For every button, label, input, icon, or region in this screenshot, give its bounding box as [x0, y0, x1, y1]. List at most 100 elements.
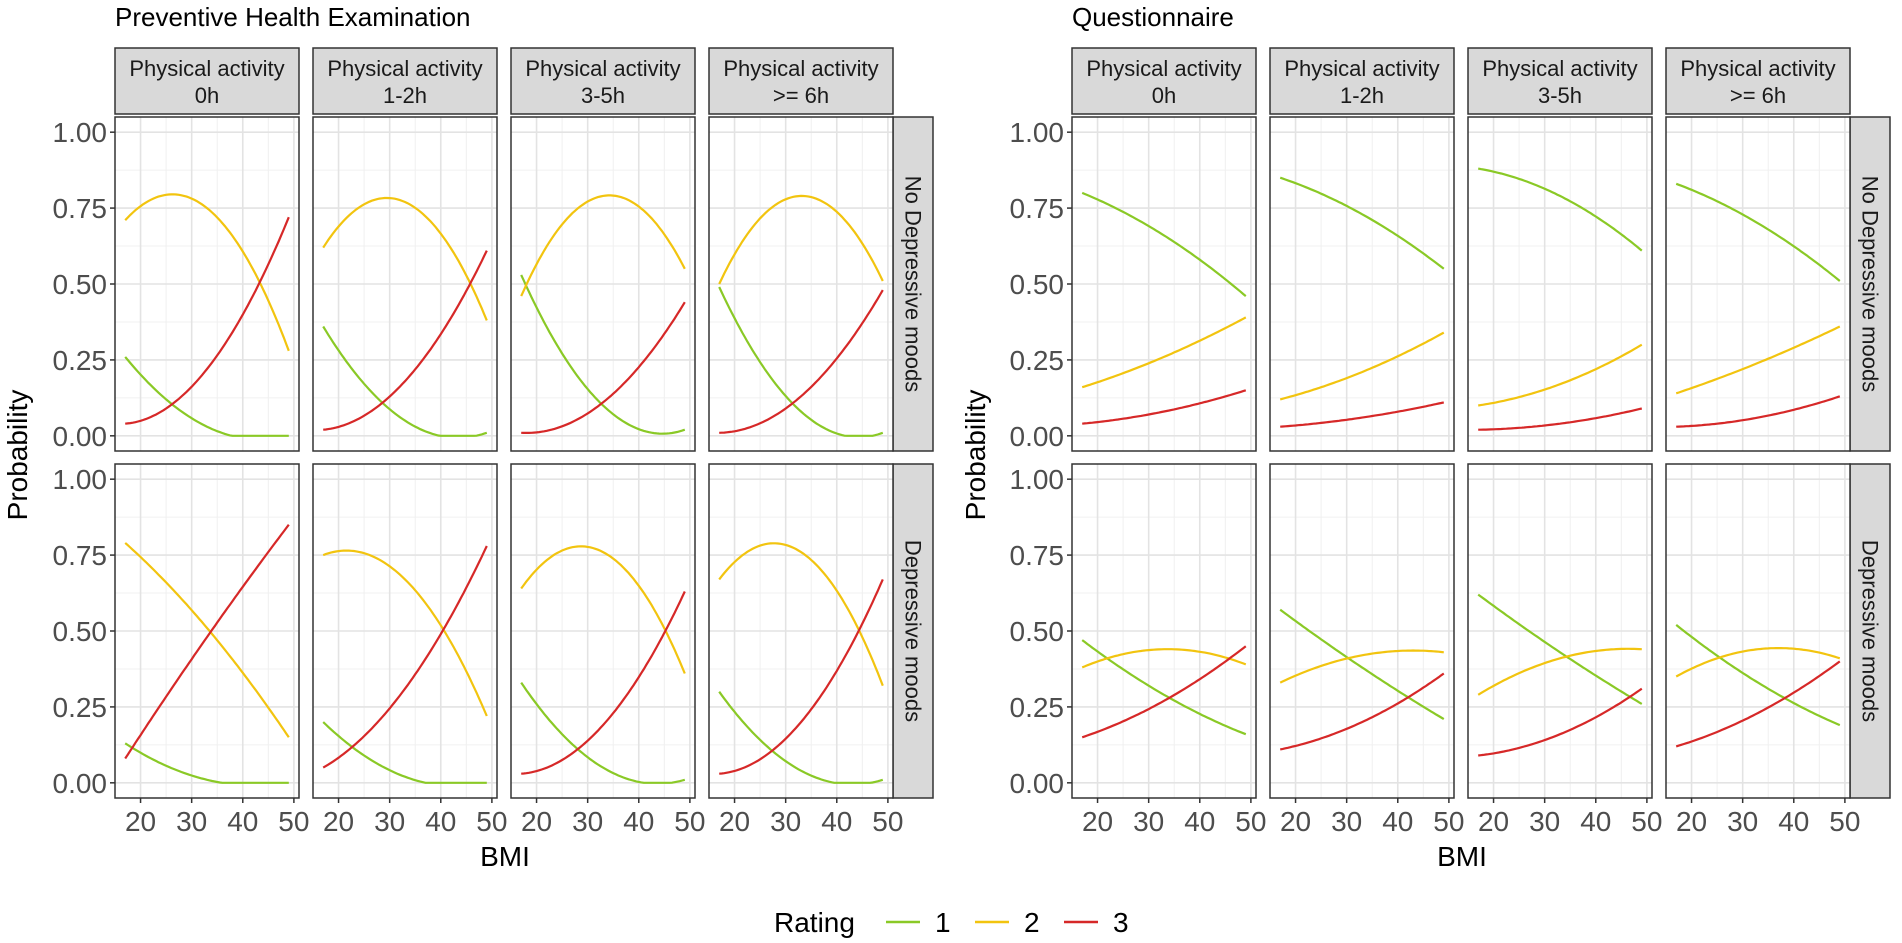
facet-cell: [1071, 463, 1257, 799]
series-line-rating-3: [719, 289, 884, 434]
column-strip: [312, 47, 498, 115]
x-axis-label-left: BMI: [480, 841, 530, 872]
x-tick-label: 50: [1433, 806, 1464, 837]
column-strip: [114, 47, 300, 115]
x-tick-label: 20: [1676, 806, 1707, 837]
series-line-rating-2: [1675, 325, 1841, 395]
x-tick-label: 30: [176, 806, 207, 837]
strip-label: >= 6h: [773, 83, 829, 108]
series-line-rating-2: [1081, 316, 1247, 389]
series-line-rating-3: [1081, 645, 1247, 739]
series-line-rating-2: [322, 549, 488, 717]
legend-label-3: 3: [1113, 907, 1129, 938]
series-line-rating-3: [125, 216, 290, 425]
x-tick-label: 40: [1580, 806, 1611, 837]
strip-label: 1-2h: [1340, 83, 1384, 108]
legend-label-1: 1: [935, 907, 951, 938]
series-line-rating-3: [322, 545, 488, 769]
y-tick-label: 0.50: [53, 269, 108, 300]
x-tick-label: 20: [125, 806, 156, 837]
column-strip: [1467, 47, 1653, 115]
strip-label: 3-5h: [1538, 83, 1582, 108]
x-tick-label: 30: [770, 806, 801, 837]
row-strip: [892, 116, 934, 452]
facet-cell: [1665, 463, 1851, 799]
facet-cell: [114, 116, 300, 452]
y-tick-label: 0.75: [53, 193, 108, 224]
strip-label: Physical activity: [1482, 56, 1637, 81]
series-line-rating-3: [1478, 687, 1643, 757]
strip-label: 3-5h: [581, 83, 625, 108]
y-tick-label: 0.75: [1010, 193, 1065, 224]
series-line-rating-3: [323, 250, 488, 431]
facet-cell: [1467, 463, 1653, 799]
facet-cell: [1665, 116, 1851, 452]
facet-cell: [312, 463, 498, 799]
series-line-rating-3: [719, 578, 884, 775]
facet-cell: [114, 463, 300, 799]
series-line-rating-2: [124, 542, 290, 738]
cell-border: [1467, 463, 1653, 799]
series-line-rating-1: [1477, 167, 1643, 252]
y-tick-label: 0.25: [1010, 692, 1065, 723]
series-line-rating-3: [521, 301, 686, 434]
cell-border: [114, 116, 300, 452]
legend-label-2: 2: [1024, 907, 1040, 938]
x-tick-label: 30: [374, 806, 405, 837]
strip-label: 0h: [195, 83, 219, 108]
facet-cell: [510, 463, 696, 799]
y-tick-label: 0.25: [1010, 345, 1065, 376]
series-line-rating-1: [1081, 191, 1247, 297]
facet-cell: [1269, 463, 1455, 799]
y-tick-label: 0.25: [53, 345, 108, 376]
row-strip: [1849, 463, 1891, 799]
y-tick-label: 0.50: [1010, 269, 1065, 300]
x-tick-label: 20: [1280, 806, 1311, 837]
row-strip: [1849, 116, 1891, 452]
y-tick-label: 0.00: [53, 768, 108, 799]
strip-label: 1-2h: [383, 83, 427, 108]
y-tick-label: 0.00: [1010, 768, 1065, 799]
series-line-rating-1: [520, 274, 686, 435]
series-line-rating-3: [1675, 660, 1841, 748]
row-strip-label: Depressive moods: [901, 540, 926, 722]
cell-border: [1071, 116, 1257, 452]
series-line-rating-1: [124, 356, 289, 437]
cell-border: [708, 116, 894, 452]
x-tick-label: 30: [572, 806, 603, 837]
series-line-rating-2: [520, 545, 686, 674]
panel-title-right: Questionnaire: [1072, 2, 1234, 32]
column-strip: [708, 47, 894, 115]
facet-cell: [1071, 116, 1257, 452]
strip-label: Physical activity: [1680, 56, 1835, 81]
series-line-rating-2: [520, 194, 686, 297]
strip-label: Physical activity: [525, 56, 680, 81]
x-tick-label: 30: [1331, 806, 1362, 837]
column-strip: [1071, 47, 1257, 115]
facet-cell: [708, 463, 894, 799]
series-line-rating-2: [124, 193, 290, 352]
series-line-rating-3: [124, 524, 290, 760]
x-tick-label: 40: [227, 806, 258, 837]
row-strip-label: No Depressive moods: [1858, 176, 1883, 392]
series-line-rating-2: [1675, 647, 1841, 678]
strip-label: Physical activity: [1086, 56, 1241, 81]
y-axis-label-left: Probability: [2, 390, 33, 521]
x-tick-label: 40: [1778, 806, 1809, 837]
strip-label: Physical activity: [129, 56, 284, 81]
strip-label: >= 6h: [1730, 83, 1786, 108]
x-tick-label: 50: [872, 806, 903, 837]
row-strip-label: Depressive moods: [1858, 540, 1883, 722]
cell-border: [1665, 116, 1851, 452]
series-line-rating-1: [1675, 182, 1841, 282]
facet-cell: [312, 116, 498, 452]
x-tick-label: 50: [1829, 806, 1860, 837]
column-strip: [1269, 47, 1455, 115]
series-line-rating-1: [1279, 176, 1445, 270]
series-line-rating-1: [1279, 608, 1445, 721]
column-strip: [1665, 47, 1851, 115]
facet-cell: [510, 116, 696, 452]
series-line-rating-2: [718, 194, 884, 285]
y-axis-label-right: Probability: [960, 390, 991, 521]
y-tick-label: 0.50: [53, 616, 108, 647]
